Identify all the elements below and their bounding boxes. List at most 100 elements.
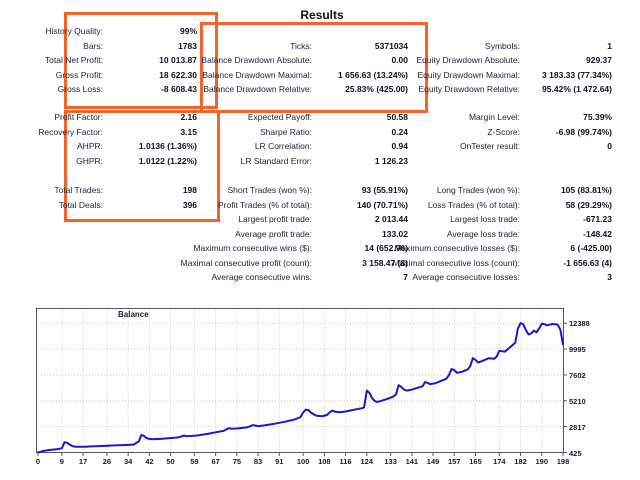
stat-value: 140 (70.71%) xyxy=(356,200,408,210)
stat-value: 1.0136 (1.36%) xyxy=(138,141,197,151)
stat-value: 0.00 xyxy=(391,55,408,65)
stat-value: 3 158.47 (8) xyxy=(362,258,408,268)
stat-label: Short Trades (won %): xyxy=(227,185,312,195)
stat-label: Average consecutive losses: xyxy=(412,272,520,282)
x-axis-label: 116 xyxy=(339,457,352,466)
stat-label: Gross Profit: xyxy=(55,70,103,80)
stat-value: 0.24 xyxy=(391,127,408,137)
stat-value: 95.42% (1 472.64) xyxy=(542,84,612,94)
x-axis-label: 50 xyxy=(166,457,175,466)
stat-value: 7 xyxy=(403,272,408,282)
x-axis-label: 91 xyxy=(275,457,284,466)
stat-label: Largest loss trade: xyxy=(450,214,520,224)
stat-value: 1 656.63 (13.24%) xyxy=(338,70,408,80)
x-axis-label: 124 xyxy=(360,457,374,466)
x-axis-label: 165 xyxy=(469,457,482,466)
stat-value: 2 013.44 xyxy=(374,214,408,224)
x-axis-label: 67 xyxy=(211,457,220,466)
y-axis-label: 2817 xyxy=(569,422,586,432)
stat-label: Loss Trades (% of total): xyxy=(427,200,520,210)
stat-value: 929.37 xyxy=(586,55,612,65)
stat-label: Total Trades: xyxy=(54,185,103,195)
stat-label: Symbols: xyxy=(485,41,520,51)
x-axis-label: 133 xyxy=(384,457,397,466)
stat-value: 105 (83.81%) xyxy=(560,185,612,195)
stat-label: Equity Drawdown Maximal: xyxy=(417,70,520,80)
x-axis-label: 75 xyxy=(232,457,242,466)
stat-value: 75.39% xyxy=(583,112,612,122)
stat-value: 198 xyxy=(182,185,197,195)
stat-value: 396 xyxy=(182,200,197,210)
x-axis-label: 141 xyxy=(405,457,419,466)
stat-value: 3 xyxy=(607,272,612,282)
x-axis-label: 190 xyxy=(535,457,549,466)
stat-label: Maximal consecutive loss (count): xyxy=(392,258,520,268)
stat-value: 99% xyxy=(179,26,197,36)
stat-label: Average consecutive wins: xyxy=(211,272,312,282)
stat-value: -1 656.63 (4) xyxy=(563,258,612,268)
stat-value: 6 (-425.00) xyxy=(570,243,612,253)
x-axis-label: 42 xyxy=(145,457,154,466)
stat-value: 10 013.87 xyxy=(159,55,197,65)
stat-label: Balance Drawdown Relative: xyxy=(203,84,312,94)
stat-label: Largest profit trade: xyxy=(238,214,312,224)
stat-value: 3.15 xyxy=(180,127,197,137)
stat-label: Maximum consecutive losses ($): xyxy=(394,243,520,253)
x-axis-label: 108 xyxy=(318,457,331,466)
stat-value: -8 608.43 xyxy=(161,84,197,94)
x-axis-label: 17 xyxy=(78,457,88,466)
x-axis-label: 34 xyxy=(123,457,133,466)
stat-value: 1 126.23 xyxy=(374,156,408,166)
x-axis-label: 0 xyxy=(35,457,41,466)
stat-value: -148.42 xyxy=(583,229,612,239)
stat-label: Total Deals: xyxy=(58,200,103,210)
stat-label: LR Correlation: xyxy=(254,141,312,151)
stat-value: 14 (652.96) xyxy=(364,243,408,253)
balance-curve xyxy=(37,322,564,454)
stat-label: LR Standard Error: xyxy=(240,156,312,166)
stat-label: Equity Drawdown Absolute: xyxy=(416,55,520,65)
stat-label: Balance Drawdown Maximal: xyxy=(202,70,312,80)
stat-value: 0 xyxy=(607,141,612,151)
stat-label: Maximal consecutive profit (count): xyxy=(180,258,312,268)
stat-label: Ticks: xyxy=(290,41,312,51)
stat-label: Profit Trades (% of total): xyxy=(217,200,312,210)
stat-value: 58 (29.29%) xyxy=(565,200,612,210)
stat-label: OnTester result: xyxy=(460,141,520,151)
stat-label: Total Net Profit: xyxy=(44,55,103,65)
page-title: Results xyxy=(300,8,344,22)
stat-value: 50.58 xyxy=(386,112,408,122)
balance-chart: Balance 0 9 17 26 34 42 50 59 67 75 83 91 100 108 116 1… xyxy=(36,308,640,480)
x-axis-label: 182 xyxy=(514,457,527,466)
stat-value: -671.23 xyxy=(583,214,612,224)
stat-value: 2.16 xyxy=(180,112,197,122)
stat-value: 0.94 xyxy=(391,141,408,151)
y-axis-label: 12388 xyxy=(569,319,590,329)
x-axis-label: 149 xyxy=(426,457,440,466)
stat-value: 5371034 xyxy=(374,41,408,51)
x-axis-label: 174 xyxy=(493,457,506,466)
stat-label: Sharpe Ratio: xyxy=(260,127,312,137)
stat-value: 25.83% (425.00) xyxy=(345,84,408,94)
stat-label: Maximum consecutive wins ($): xyxy=(193,243,312,253)
x-axis-label: 198 xyxy=(556,457,570,466)
stat-label: GHPR: xyxy=(76,156,103,166)
stat-value: 93 (55.91%) xyxy=(361,185,408,195)
x-axis-label: 157 xyxy=(448,457,461,466)
stat-label: Equity Drawdown Relative: xyxy=(418,84,520,94)
highlight-box-summary xyxy=(64,12,218,109)
y-axis-label: 5210 xyxy=(569,396,586,406)
x-axis-label: 9 xyxy=(59,457,64,466)
x-axis-label: 83 xyxy=(253,457,263,466)
stat-label: Z-Score: xyxy=(487,127,520,137)
x-axis-label: 26 xyxy=(102,457,112,466)
highlight-box-factors xyxy=(64,110,220,222)
y-axis-label: 7602 xyxy=(569,370,586,380)
highlight-box-drawdown xyxy=(200,22,428,113)
stat-label: Average profit trade: xyxy=(235,229,312,239)
stat-label: Margin Level: xyxy=(468,112,520,122)
stat-label: Recovery Factor: xyxy=(38,127,103,137)
y-axis-label: 425 xyxy=(569,448,582,458)
y-axis-label: 9995 xyxy=(569,345,586,355)
